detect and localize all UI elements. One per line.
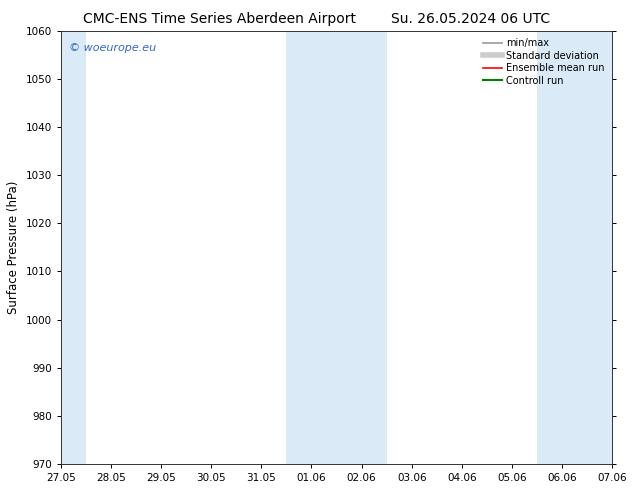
Text: CMC-ENS Time Series Aberdeen Airport        Su. 26.05.2024 06 UTC: CMC-ENS Time Series Aberdeen Airport Su.… xyxy=(84,12,550,26)
Text: © woeurope.eu: © woeurope.eu xyxy=(69,43,156,53)
Y-axis label: Surface Pressure (hPa): Surface Pressure (hPa) xyxy=(7,181,20,314)
Bar xyxy=(587,30,612,464)
Bar xyxy=(537,30,587,464)
Legend: min/max, Standard deviation, Ensemble mean run, Controll run: min/max, Standard deviation, Ensemble me… xyxy=(480,35,607,89)
Bar xyxy=(287,30,337,464)
Bar xyxy=(337,30,387,464)
Bar xyxy=(61,30,86,464)
